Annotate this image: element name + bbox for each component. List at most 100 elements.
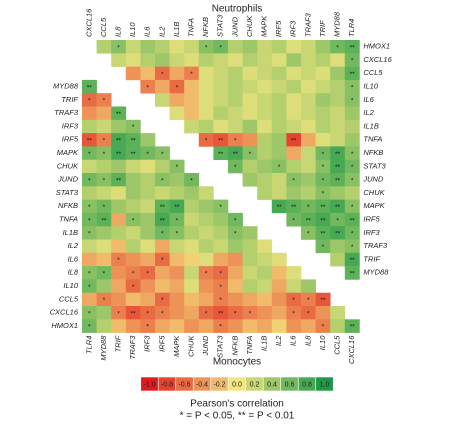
heatmap-cell (111, 226, 127, 240)
heatmap-cell (169, 212, 185, 227)
row-label: IRF5 (62, 135, 79, 144)
heatmap-cell (242, 292, 258, 307)
significance-mark: * (205, 44, 208, 51)
heatmap-cell (286, 173, 302, 187)
heatmap-cell (82, 252, 97, 267)
heatmap-cell (315, 93, 331, 107)
heatmap-cell (155, 159, 170, 174)
colorbar-tick-label: -0.6 (178, 381, 190, 388)
heatmap-cell (184, 319, 200, 333)
heatmap-cell (155, 40, 170, 54)
significance-mark: * (219, 297, 222, 304)
heatmap-cell (184, 186, 200, 200)
heatmap-cell (271, 319, 287, 333)
colorbar-tick-label: -0.4 (196, 381, 208, 388)
row-label: TNFA (363, 135, 382, 144)
significance-mark: * (161, 257, 164, 264)
heatmap-cell (315, 119, 331, 134)
column-label: IL10 (318, 335, 327, 350)
significance-mark: * (351, 58, 354, 65)
heatmap-cell (184, 239, 200, 254)
heatmap-cell (125, 119, 141, 134)
heatmap-cell (96, 199, 112, 214)
heatmap-cell (140, 66, 156, 81)
heatmap-cell (344, 66, 360, 81)
heatmap-cell (111, 53, 127, 67)
significance-mark: ** (116, 137, 122, 144)
heatmap-cell (198, 252, 214, 267)
heatmap-cell (198, 79, 214, 94)
significance-mark: * (351, 98, 354, 105)
heatmap-cell (242, 252, 258, 267)
significance-mark: ** (306, 217, 312, 224)
significance-mark: * (88, 177, 91, 184)
heatmap-cell (140, 146, 156, 160)
heatmap-cell (169, 159, 185, 174)
heatmap-cell (96, 186, 112, 200)
heatmap-cell (82, 239, 97, 254)
heatmap-cell (111, 292, 127, 307)
significance-mark: ** (320, 231, 326, 238)
heatmap-cell (257, 159, 273, 174)
significance-mark: * (351, 151, 354, 158)
heatmap-cell (82, 319, 97, 333)
heatmap-cell (155, 186, 170, 200)
heatmap-cell (315, 79, 331, 94)
significance-mark: ** (116, 151, 122, 158)
heatmap-cell (82, 306, 97, 320)
significance-mark: * (117, 310, 120, 317)
heatmap-cell (111, 159, 127, 174)
heatmap-cell (82, 212, 97, 227)
heatmap-cell (257, 173, 273, 187)
heatmap-cell (213, 119, 229, 134)
significance-mark: * (307, 204, 310, 211)
heatmap-cell (301, 186, 316, 200)
heatmap-cell (271, 279, 287, 293)
significance-mark: ** (277, 204, 283, 211)
heatmap-cell (184, 279, 200, 293)
heatmap-cell (125, 279, 141, 293)
significance-mark: * (322, 324, 325, 331)
heatmap-cell (301, 173, 316, 187)
heatmap-cell (111, 186, 127, 200)
heatmap-cell (257, 133, 273, 147)
heatmap-cell (228, 252, 243, 267)
heatmap-cell (301, 66, 316, 81)
heatmap-cell (286, 319, 302, 333)
significance-mark: * (117, 257, 120, 264)
heatmap-cell (184, 306, 200, 320)
heatmap-cell (155, 79, 170, 94)
heatmap-cell (198, 226, 214, 240)
heatmap-cell (111, 279, 127, 293)
heatmap-cell (82, 199, 97, 214)
heatmap-cell (111, 212, 127, 227)
significance-mark: ** (160, 217, 166, 224)
heatmap-cell (257, 266, 273, 280)
significance-mark: ** (350, 257, 356, 264)
significance-mark: * (88, 310, 91, 317)
heatmap-cell (198, 53, 214, 67)
heatmap-cell (344, 252, 360, 267)
heatmap-cell (330, 173, 346, 187)
heatmap-cell (169, 66, 185, 81)
heatmap-cell (257, 146, 273, 160)
column-label: IRF5 (157, 335, 166, 352)
column-label: CCL5 (99, 17, 108, 37)
heatmap-cell (96, 133, 112, 147)
heatmap-cell (96, 146, 112, 160)
heatmap-cell (125, 146, 141, 160)
row-label: IL6 (68, 254, 79, 263)
row-label: NFKB (363, 148, 383, 157)
heatmap-cell (315, 306, 331, 320)
colorbar-tick-label: 0.0 (232, 381, 242, 388)
row-label: IL6 (363, 95, 374, 104)
heatmap-cell (140, 306, 156, 320)
heatmap-cell (155, 239, 170, 254)
heatmap-cell (330, 239, 346, 254)
column-label: IL1B (259, 336, 268, 351)
heatmap-cell (286, 119, 302, 134)
heatmap-cell (242, 159, 258, 174)
column-label: IL2 (157, 26, 166, 37)
significance-mark: * (351, 231, 354, 238)
heatmap-cell (228, 133, 243, 147)
